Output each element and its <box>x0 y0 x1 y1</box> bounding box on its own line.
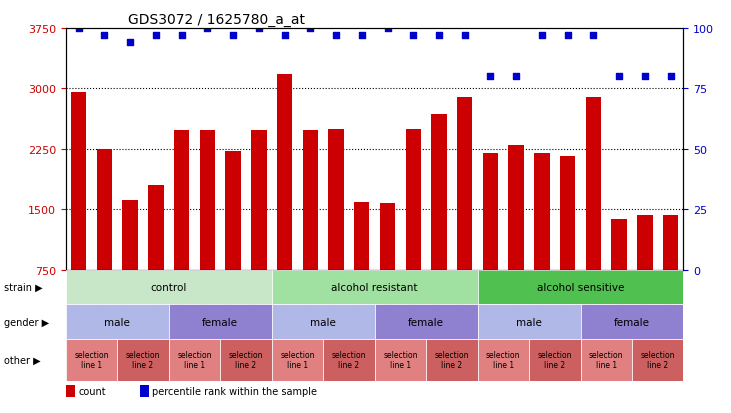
Bar <box>477 270 683 305</box>
Point <box>639 74 651 81</box>
Bar <box>96 150 112 270</box>
Point <box>433 33 445 40</box>
Text: selection
line 1: selection line 1 <box>75 350 109 370</box>
Bar <box>169 305 272 339</box>
Point <box>459 33 471 40</box>
Bar <box>66 385 75 397</box>
Point <box>407 33 419 40</box>
Bar <box>277 75 292 270</box>
Point <box>664 74 676 81</box>
Bar <box>477 339 529 381</box>
Bar <box>117 339 169 381</box>
Bar <box>140 385 149 397</box>
Point <box>150 33 162 40</box>
Bar <box>509 145 524 270</box>
Text: GDS3072 / 1625780_a_at: GDS3072 / 1625780_a_at <box>127 12 305 26</box>
Bar <box>560 157 575 270</box>
Point <box>227 33 239 40</box>
Text: selection
line 1: selection line 1 <box>383 350 417 370</box>
Bar <box>225 152 240 270</box>
Bar <box>406 130 421 270</box>
Text: selection
line 2: selection line 2 <box>537 350 572 370</box>
Bar <box>66 339 117 381</box>
Bar <box>122 200 138 270</box>
Text: male: male <box>516 317 542 327</box>
Bar <box>66 270 272 305</box>
Bar <box>169 339 220 381</box>
Text: selection
line 1: selection line 1 <box>589 350 624 370</box>
Point <box>99 33 110 40</box>
Text: selection
line 2: selection line 2 <box>332 350 366 370</box>
Bar <box>663 216 678 270</box>
Text: male: male <box>105 317 130 327</box>
Point <box>279 33 290 40</box>
Bar <box>303 131 318 270</box>
Bar <box>534 154 550 270</box>
Bar <box>272 305 374 339</box>
Bar <box>272 339 323 381</box>
Point <box>73 26 85 32</box>
Point <box>562 33 574 40</box>
Bar <box>323 339 374 381</box>
Bar <box>328 130 344 270</box>
Point <box>356 33 368 40</box>
Text: female: female <box>614 317 650 327</box>
Bar <box>174 131 189 270</box>
Point <box>382 26 393 32</box>
Bar <box>457 97 472 270</box>
Text: selection
line 2: selection line 2 <box>435 350 469 370</box>
Text: control: control <box>151 282 187 292</box>
Text: selection
line 1: selection line 1 <box>177 350 212 370</box>
Point <box>510 74 522 81</box>
Bar <box>426 339 477 381</box>
Point <box>304 26 316 32</box>
Bar <box>251 131 267 270</box>
Text: selection
line 1: selection line 1 <box>486 350 520 370</box>
Text: strain ▶: strain ▶ <box>4 282 42 292</box>
Bar <box>200 131 215 270</box>
Bar <box>272 270 477 305</box>
Bar <box>477 305 580 339</box>
Bar <box>220 339 272 381</box>
Text: alcohol resistant: alcohol resistant <box>331 282 418 292</box>
Bar <box>375 305 477 339</box>
Bar <box>637 216 653 270</box>
Text: female: female <box>408 317 444 327</box>
Point <box>613 74 625 81</box>
Point <box>330 33 342 40</box>
Text: male: male <box>310 317 336 327</box>
Bar <box>529 339 580 381</box>
Bar <box>580 339 632 381</box>
Bar <box>611 220 627 270</box>
Point <box>175 33 187 40</box>
Bar <box>431 115 447 270</box>
Bar <box>66 305 169 339</box>
Text: other ▶: other ▶ <box>4 355 40 365</box>
Point <box>536 33 548 40</box>
Bar <box>375 339 426 381</box>
Text: selection
line 1: selection line 1 <box>280 350 314 370</box>
Point <box>253 26 265 32</box>
Point <box>485 74 496 81</box>
Bar <box>71 93 86 270</box>
Bar <box>482 154 499 270</box>
Bar <box>148 186 164 270</box>
Point <box>124 40 136 47</box>
Bar <box>580 305 683 339</box>
Text: selection
line 2: selection line 2 <box>229 350 263 370</box>
Bar <box>586 97 601 270</box>
Bar <box>380 204 395 270</box>
Point <box>588 33 599 40</box>
Bar <box>632 339 683 381</box>
Text: count: count <box>78 387 106 396</box>
Bar <box>354 203 369 270</box>
Text: selection
line 2: selection line 2 <box>126 350 160 370</box>
Point <box>202 26 213 32</box>
Text: selection
line 2: selection line 2 <box>640 350 675 370</box>
Text: percentile rank within the sample: percentile rank within the sample <box>152 387 317 396</box>
Text: female: female <box>202 317 238 327</box>
Text: gender ▶: gender ▶ <box>4 317 49 327</box>
Text: alcohol sensitive: alcohol sensitive <box>537 282 624 292</box>
